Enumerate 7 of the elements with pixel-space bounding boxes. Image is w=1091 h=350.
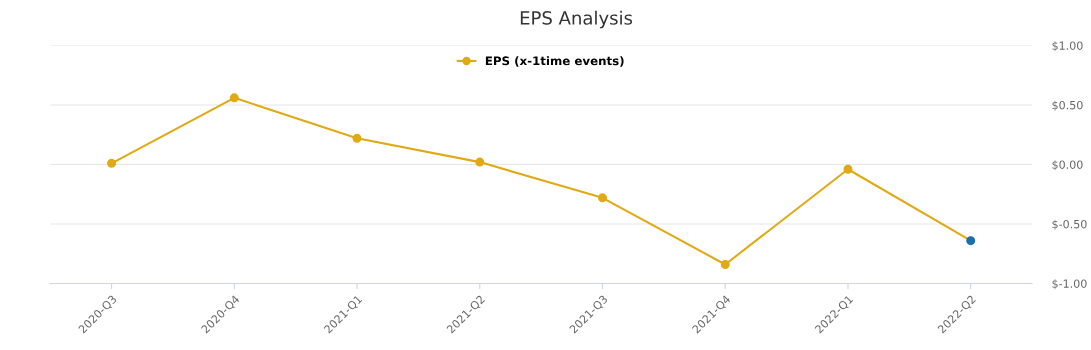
y-tick-label: $0.00 [1052, 160, 1083, 171]
y-tick-label: $-0.50 [1052, 219, 1087, 230]
y-tick-label: $-1.00 [1052, 279, 1087, 290]
y-tick-label: $0.50 [1052, 100, 1083, 111]
legend-label: EPS (x-1time events) [485, 56, 624, 67]
y-tick-label: $1.00 [1052, 41, 1083, 52]
chart-title: EPS Analysis [520, 10, 633, 29]
